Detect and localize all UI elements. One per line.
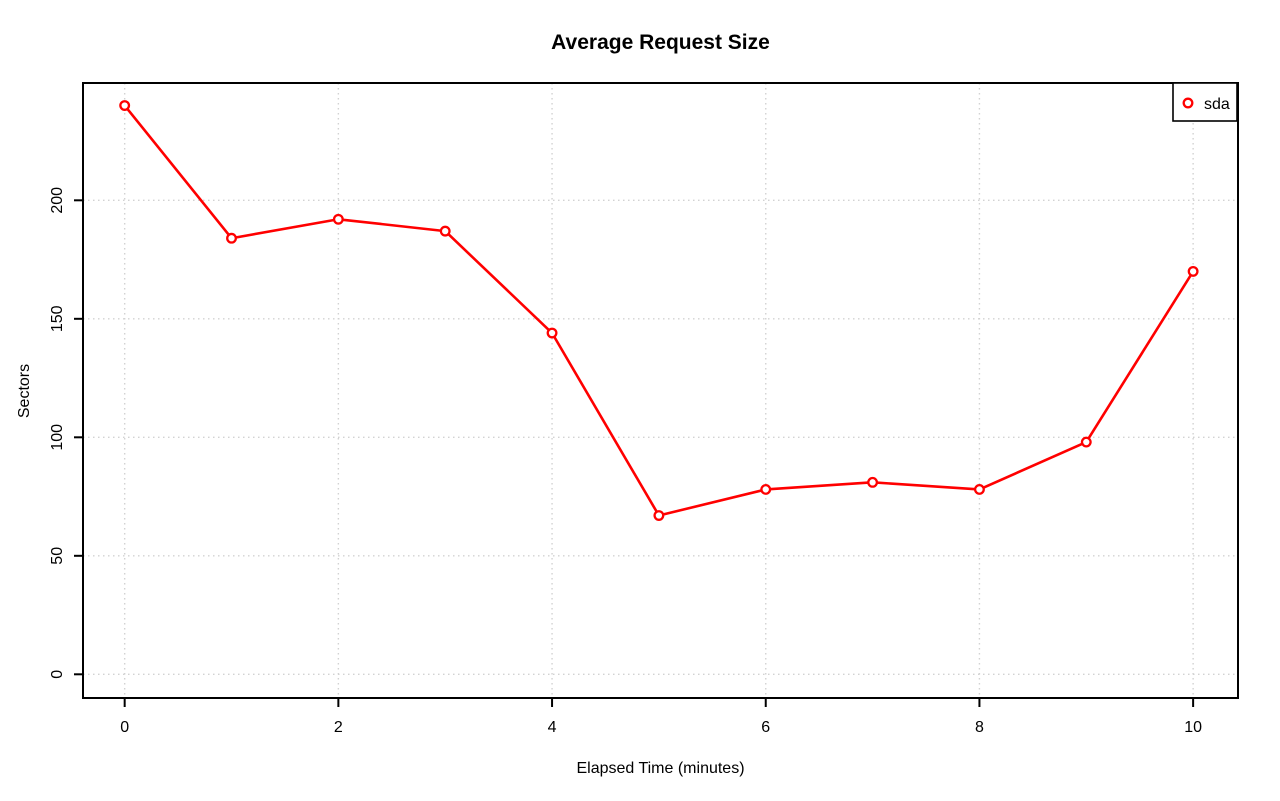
data-point-sda [332, 213, 344, 225]
x-axis-title: Elapsed Time (minutes) [576, 760, 745, 777]
data-point-sda [760, 483, 772, 495]
data-point-sda [226, 232, 237, 244]
series-line-sda [123, 104, 1195, 517]
y-tick-label: 0 [49, 670, 66, 679]
data-point-sda [439, 225, 451, 237]
x-tick-label: 2 [334, 719, 343, 736]
x-tick-label: 10 [1184, 719, 1202, 736]
x-tick-label: 0 [120, 719, 129, 736]
data-point-sda [867, 476, 879, 488]
y-tick-label: 50 [49, 547, 66, 565]
x-tick-label: 8 [975, 719, 984, 736]
x-tick-label: 6 [761, 719, 770, 736]
y-tick-label: 100 [49, 424, 66, 451]
y-axis-title: Sectors [16, 363, 33, 419]
legend-marker-sda [1182, 97, 1194, 109]
x-tick-label: 4 [548, 719, 557, 736]
data-point-sda [1187, 265, 1199, 277]
legend-label-sda: sda [1204, 96, 1230, 113]
y-tick-label: 150 [49, 305, 66, 332]
chart-title: Average Request Size [551, 31, 770, 54]
plot-frame [82, 82, 1239, 699]
data-point-sda [119, 100, 131, 111]
data-point-sda [653, 510, 665, 521]
y-tick-label: 200 [49, 187, 66, 214]
data-point-sda [973, 483, 985, 495]
data-point-sda [546, 327, 558, 339]
data-point-sda [1080, 436, 1092, 448]
